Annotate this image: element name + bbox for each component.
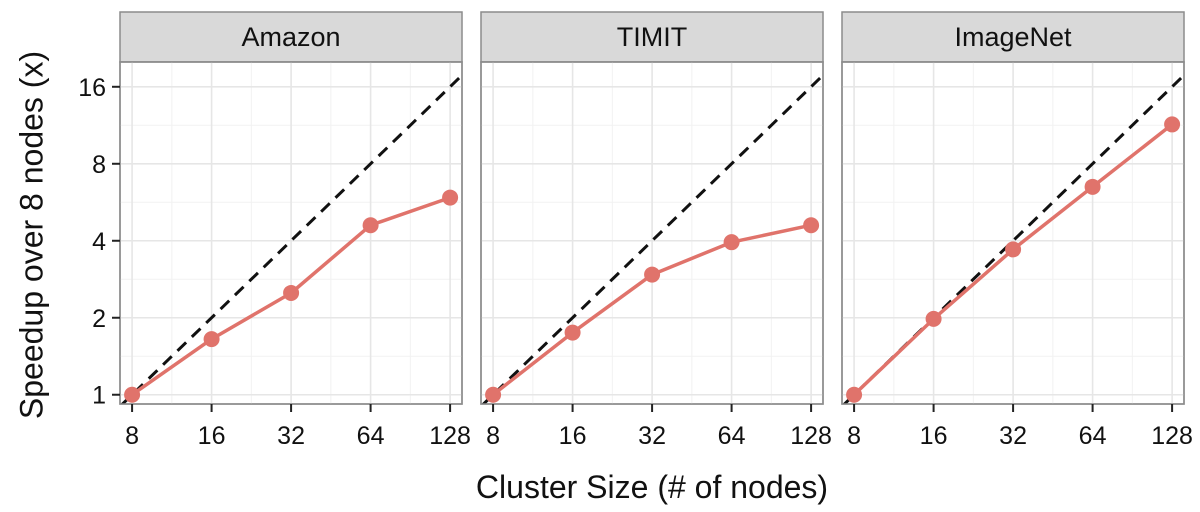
data-point — [283, 284, 300, 301]
data-point — [1084, 178, 1101, 195]
x-tick-label: 16 — [198, 422, 226, 450]
y-tick-label: 1 — [92, 382, 106, 410]
panel-strip — [480, 11, 824, 63]
x-tick-label: 128 — [1151, 422, 1193, 450]
data-point — [644, 266, 661, 283]
data-point — [203, 331, 220, 348]
panel-strip — [841, 11, 1185, 63]
data-point — [485, 386, 502, 403]
x-tick-label: 32 — [277, 422, 305, 450]
y-tick-label: 8 — [92, 151, 106, 179]
panel-title: ImageNet — [954, 22, 1072, 52]
y-tick-label: 2 — [92, 305, 106, 333]
y-tick-label: 16 — [78, 74, 106, 102]
x-tick-label: 128 — [790, 422, 832, 450]
data-point — [803, 217, 820, 234]
x-tick-label: 8 — [486, 422, 500, 450]
panel-imagenet: ImageNet 8 16 32 64 128 — [841, 11, 1193, 450]
data-point — [124, 386, 141, 403]
x-tick-label: 64 — [718, 422, 746, 450]
data-point — [723, 234, 740, 251]
x-axis-title: Cluster Size (# of nodes) — [476, 469, 828, 505]
data-point — [362, 217, 379, 234]
data-point — [564, 324, 581, 341]
y-axis: 1 2 4 8 16 — [78, 74, 120, 410]
data-point — [1005, 241, 1022, 258]
data-point — [442, 189, 459, 206]
data-point — [1164, 116, 1181, 133]
y-axis-title: Speedup over 8 nodes (x) — [13, 51, 49, 419]
x-tick-label: 32 — [638, 422, 666, 450]
panel-timit: TIMIT 8 16 32 64 128 — [480, 11, 832, 450]
x-tick-label: 128 — [429, 422, 471, 450]
panel-title: TIMIT — [617, 22, 687, 52]
x-tick-label: 64 — [357, 422, 385, 450]
panel-title: Amazon — [241, 22, 340, 52]
panel-strip — [119, 11, 463, 63]
x-tick-label: 8 — [125, 422, 139, 450]
gridlines — [120, 62, 462, 404]
y-tick-label: 4 — [92, 228, 106, 256]
x-tick-label: 16 — [559, 422, 587, 450]
data-point — [925, 310, 942, 327]
panels: Amazon 8 16 32 64 128 TIMIT 8 16 32 64 128 ImageNet 8… — [119, 11, 1193, 450]
data-point — [846, 386, 863, 403]
gridlines — [481, 62, 823, 404]
x-tick-label: 32 — [999, 422, 1027, 450]
x-tick-label: 64 — [1079, 422, 1107, 450]
x-tick-label: 8 — [847, 422, 861, 450]
panel-amazon: Amazon 8 16 32 64 128 — [119, 11, 471, 450]
x-tick-label: 16 — [920, 422, 948, 450]
